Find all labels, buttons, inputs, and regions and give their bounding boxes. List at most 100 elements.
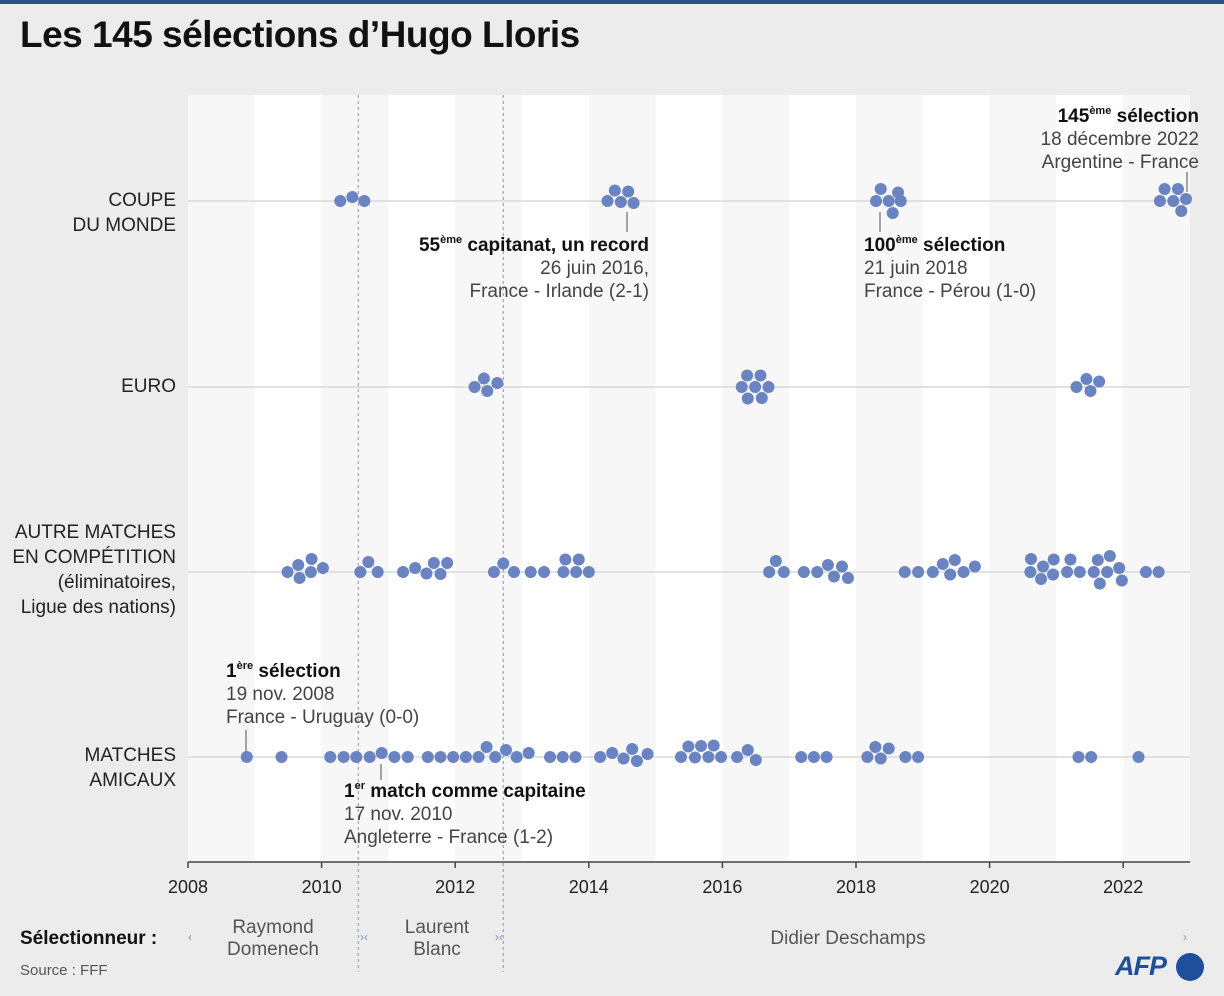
annotation-date: 18 décembre 2022 xyxy=(1040,129,1199,150)
match-dot xyxy=(797,566,810,578)
match-dot xyxy=(936,558,949,570)
match-dot xyxy=(487,566,500,578)
match-dot xyxy=(1093,577,1106,590)
match-dot xyxy=(1085,751,1098,763)
row-label-friendlies: MATCHES AMICAUX xyxy=(85,743,176,793)
match-dot xyxy=(569,751,582,763)
match-dot xyxy=(538,566,551,578)
row-label-line: AMICAUX xyxy=(89,770,176,791)
annotation-heading: capitanat, un record xyxy=(462,235,649,256)
x-tick-label: 2012 xyxy=(435,877,476,897)
match-dot xyxy=(427,557,440,569)
match-dot xyxy=(957,566,970,578)
match-dot xyxy=(777,566,790,578)
match-dot xyxy=(807,751,820,763)
annotation-match: Argentine - France xyxy=(1041,152,1199,173)
afp-logo-dot xyxy=(1176,953,1204,981)
year-band xyxy=(989,95,1057,862)
match-dot xyxy=(689,751,702,764)
match-dot xyxy=(1064,553,1077,566)
match-dot xyxy=(1087,566,1100,578)
chevron-right-icon: ›‹ xyxy=(360,930,368,944)
chevron-right-icon: ›‹ xyxy=(495,930,503,944)
x-tick-label: 2010 xyxy=(301,877,342,897)
match-dot xyxy=(617,752,630,765)
match-dot xyxy=(316,562,329,574)
year-band xyxy=(321,95,389,862)
match-dot xyxy=(544,751,557,763)
row-label-line: AUTRE MATCHES xyxy=(14,522,176,543)
match-dot xyxy=(874,752,887,765)
source-note: Source : FFF xyxy=(20,962,108,979)
chevron-left-icon: ‹ xyxy=(188,930,192,944)
match-dot xyxy=(1179,193,1192,205)
match-dot xyxy=(305,553,318,565)
match-dot xyxy=(1024,566,1037,578)
match-dot xyxy=(1025,553,1038,565)
match-dot xyxy=(912,751,925,763)
match-dot xyxy=(481,385,494,397)
match-dot xyxy=(1091,554,1104,566)
match-dot xyxy=(468,381,481,393)
match-dot xyxy=(898,566,911,578)
annotation-number: 1 xyxy=(344,781,355,802)
manager-name-line: Blanc xyxy=(413,939,461,960)
match-dot xyxy=(754,369,767,382)
match-dot xyxy=(1115,574,1128,587)
match-dot xyxy=(1070,381,1083,393)
match-dot xyxy=(363,751,376,763)
match-dot xyxy=(741,392,754,405)
annotation-145th-cap: 145ème sélection 18 décembre 2022 Argent… xyxy=(1041,105,1199,174)
match-dot xyxy=(861,751,874,763)
match-dot xyxy=(741,744,754,756)
match-dot xyxy=(477,372,490,385)
match-dot xyxy=(882,195,895,207)
match-dot xyxy=(835,560,848,573)
manager-domenech: Raymond Domenech xyxy=(227,917,319,961)
manager-name-line: Laurent xyxy=(404,917,470,938)
annotation-heading: sélection xyxy=(253,661,341,682)
match-dot xyxy=(1171,183,1184,195)
match-dot xyxy=(304,566,317,578)
annotation-first-captaincy: 1er match comme capitaine 17 nov. 2010 A… xyxy=(344,780,586,849)
match-dot xyxy=(731,751,744,763)
match-dot xyxy=(240,751,253,763)
match-dot xyxy=(434,751,447,763)
annotation-match: France - Uruguay (0-0) xyxy=(226,707,420,728)
match-dot xyxy=(715,751,728,763)
x-tick-label: 2020 xyxy=(969,877,1010,897)
match-dot xyxy=(874,183,887,195)
match-dot xyxy=(334,195,347,207)
match-dot xyxy=(594,751,607,763)
row-label-other-competition: AUTRE MATCHES EN COMPÉTITION (éliminatoi… xyxy=(12,520,176,620)
year-band xyxy=(856,95,923,862)
match-dot xyxy=(841,572,854,584)
match-dot xyxy=(401,751,414,763)
match-dot xyxy=(899,751,912,763)
match-dot xyxy=(702,751,715,763)
match-dot xyxy=(472,751,485,763)
annotation-heading: match comme capitaine xyxy=(364,781,586,802)
match-dot xyxy=(388,751,401,763)
match-dot xyxy=(948,554,961,566)
match-dot xyxy=(626,743,639,755)
year-band xyxy=(722,95,790,862)
match-dot xyxy=(601,195,614,207)
match-dot xyxy=(926,566,939,578)
match-dot xyxy=(281,566,294,578)
match-dot xyxy=(886,207,899,219)
match-dot xyxy=(510,751,523,763)
year-band xyxy=(588,95,656,862)
x-tick-label: 2008 xyxy=(167,877,209,897)
match-dot xyxy=(559,553,572,566)
match-dot xyxy=(735,381,748,393)
match-dot xyxy=(397,566,410,578)
match-dot xyxy=(627,197,640,209)
match-dot xyxy=(608,184,621,197)
match-dot xyxy=(674,751,687,763)
manager-name-line: Domenech xyxy=(227,939,319,960)
match-dot xyxy=(1167,195,1180,207)
match-dot xyxy=(1175,205,1188,217)
annotation-number: 145 xyxy=(1057,106,1090,127)
manager-deschamps: Didier Deschamps xyxy=(770,928,925,950)
